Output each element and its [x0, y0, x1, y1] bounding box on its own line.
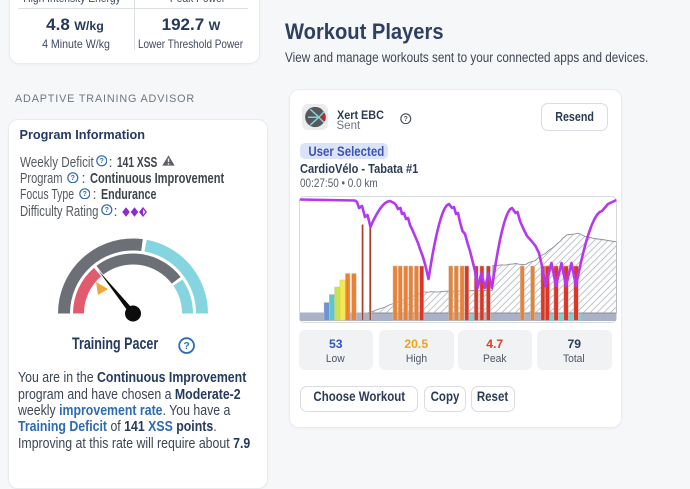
svg-text:?: ? — [71, 175, 75, 182]
svg-text:?: ? — [183, 341, 189, 352]
svg-text:?: ? — [82, 191, 86, 198]
svg-text:?: ? — [99, 159, 103, 166]
svg-text:?: ? — [105, 207, 109, 214]
svg-text:?: ? — [404, 116, 408, 123]
